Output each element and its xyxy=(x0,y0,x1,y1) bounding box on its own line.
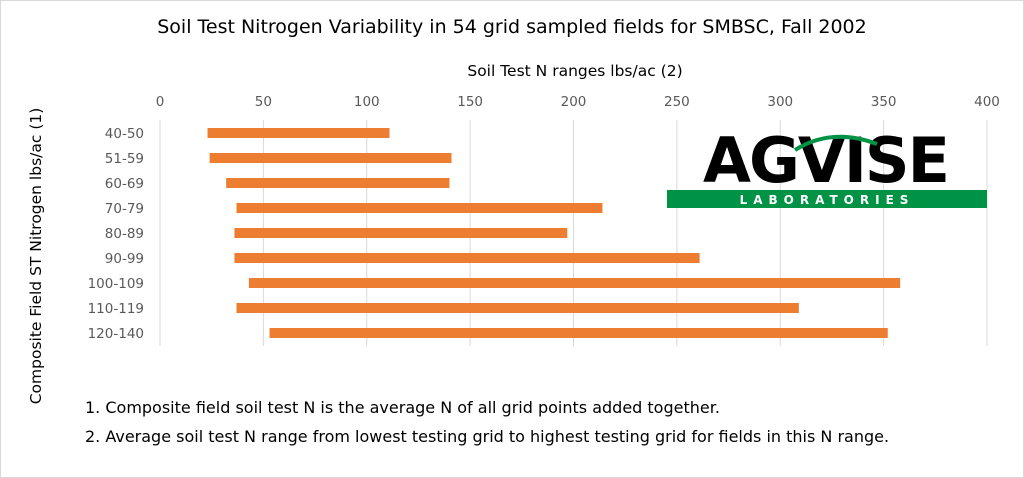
y-tick-label: 110-119 xyxy=(88,301,144,317)
bar-60-69 xyxy=(226,178,450,188)
y-tick-label: 70-79 xyxy=(105,201,144,217)
y-tick-labels: 40-50 51-59 60-69 70-79 80-89 90-99 100-109 110… xyxy=(88,126,144,342)
gridlines xyxy=(159,120,988,346)
agvise-logo: AGVISE LABORATORIES xyxy=(667,124,987,208)
x-tick-label: 300 xyxy=(767,94,793,110)
y-tick-label: 51-59 xyxy=(105,151,144,167)
x-tick-label: 100 xyxy=(354,94,380,110)
bars xyxy=(207,128,901,338)
x-tick-label: 200 xyxy=(561,94,587,110)
y-tick-label: 80-89 xyxy=(105,226,144,242)
footnote-1: 1. Composite field soil test N is the av… xyxy=(85,398,720,417)
bar-40-50 xyxy=(207,128,390,138)
logo-subtitle: LABORATORIES xyxy=(740,193,915,207)
x-tick-label: 350 xyxy=(871,94,897,110)
x-tick-label: 50 xyxy=(255,94,272,110)
y-tick-label: 90-99 xyxy=(105,251,144,267)
logo-swoosh-icon xyxy=(793,134,878,152)
y-tick-label: 120-140 xyxy=(88,326,144,342)
x-tick-label: 400 xyxy=(974,94,1000,110)
y-tick-label: 100-109 xyxy=(88,276,144,292)
bar-120-140 xyxy=(269,328,888,338)
y-tick-label: 60-69 xyxy=(105,176,144,192)
bar-70-79 xyxy=(236,203,603,213)
bar-90-99 xyxy=(234,253,700,263)
logo-band xyxy=(667,190,987,208)
x-tick-label: 250 xyxy=(664,94,690,110)
x-tick-label: 0 xyxy=(156,94,165,110)
logo-wordmark: AGVISE xyxy=(703,124,948,197)
bar-51-59 xyxy=(209,153,452,163)
y-tick-label: 40-50 xyxy=(105,126,144,142)
chart-title: Soil Test Nitrogen Variability in 54 gri… xyxy=(157,16,867,38)
footnote-2: 2. Average soil test N range from lowest… xyxy=(85,427,890,446)
bar-100-109 xyxy=(248,278,901,288)
x-axis-title: Soil Test N ranges lbs/ac (2) xyxy=(467,62,683,80)
bar-80-89 xyxy=(234,228,568,238)
bar-110-119 xyxy=(236,303,799,313)
x-tick-labels: 0 50 100 150 200 250 300 350 400 xyxy=(156,94,1000,110)
x-tick-label: 150 xyxy=(457,94,483,110)
